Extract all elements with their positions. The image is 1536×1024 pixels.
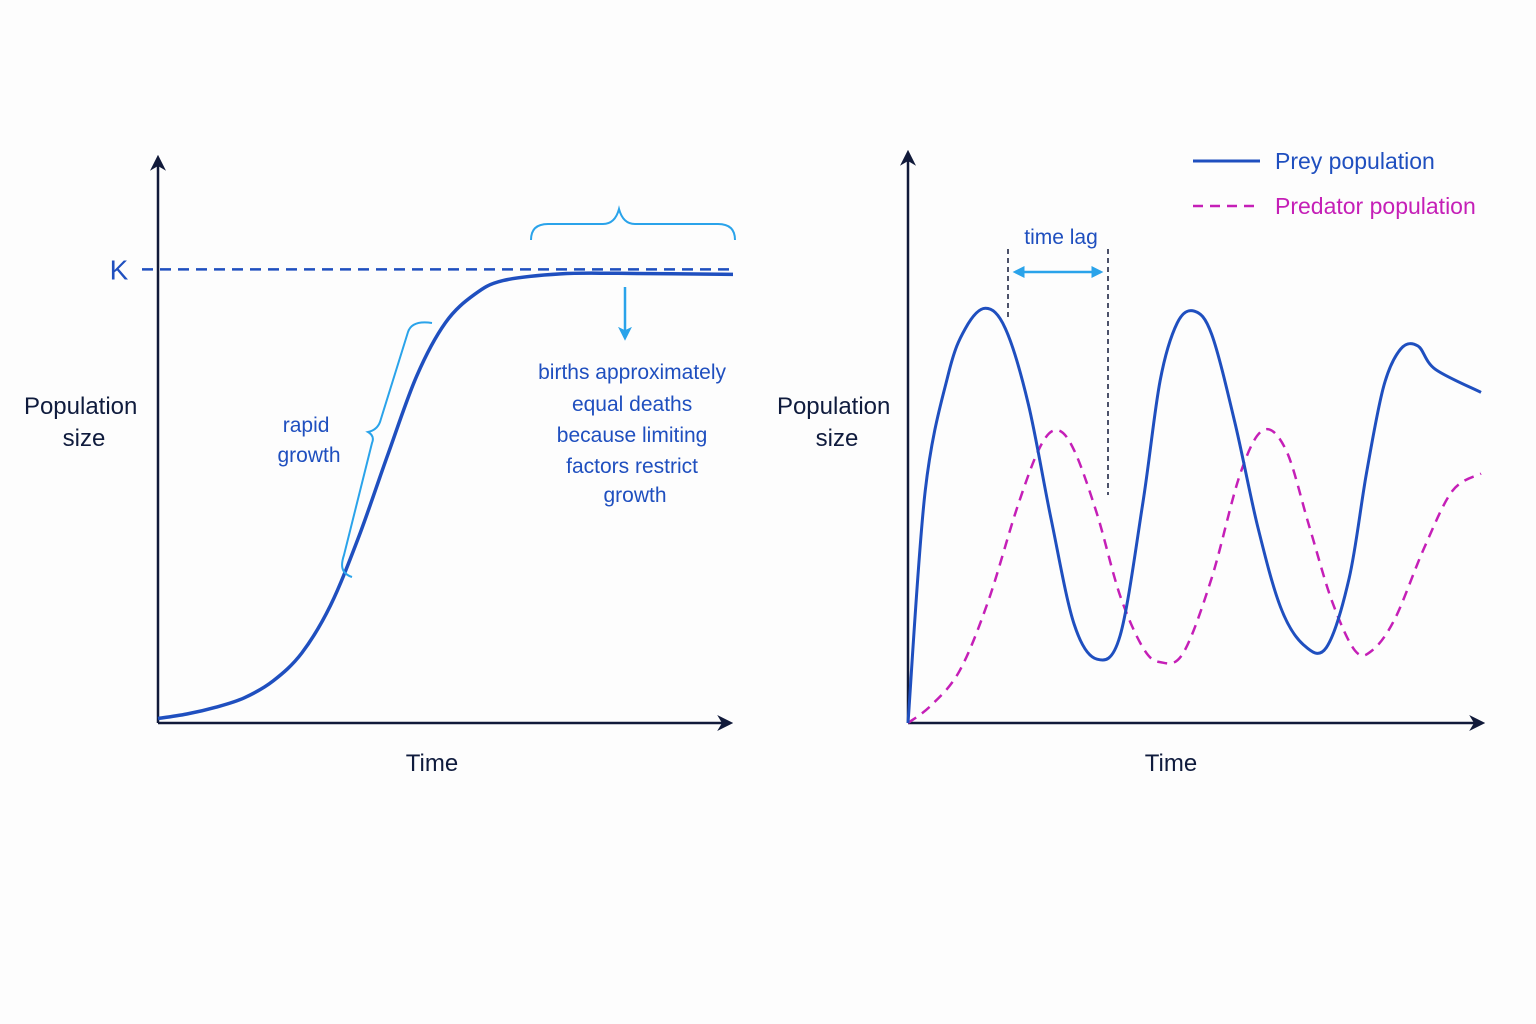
plateau-explanation: births approximately equal deaths becaus…	[538, 361, 732, 507]
legend-predator-label: Predator population	[1275, 193, 1476, 219]
rapid-growth-label: rapid growth	[277, 414, 340, 467]
time-lag-label: time lag	[1024, 226, 1098, 249]
y-axis-label: Population size	[777, 393, 897, 452]
logistic-growth-chart: K rapid growth births approximately equa…	[24, 154, 736, 777]
predator-prey-chart: time lag Prey population Predator popula…	[777, 148, 1486, 777]
x-axis-label: Time	[406, 750, 458, 777]
legend: Prey population Predator population	[1193, 148, 1476, 219]
y-axis-label: Population size	[24, 393, 144, 452]
carrying-capacity-label: K	[110, 254, 129, 285]
plateau-brace	[530, 205, 736, 241]
x-axis-label: Time	[1145, 750, 1197, 777]
prey-population-curve	[906, 306, 1482, 724]
predator-population-curve	[907, 427, 1482, 725]
logistic-growth-curve	[157, 271, 734, 721]
legend-prey-label: Prey population	[1275, 148, 1435, 174]
rapid-growth-brace	[341, 321, 433, 578]
